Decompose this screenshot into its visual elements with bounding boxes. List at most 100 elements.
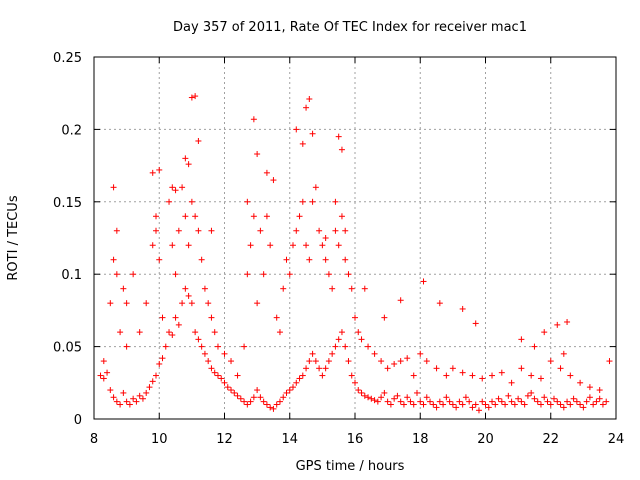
data-point xyxy=(397,398,404,405)
data-point xyxy=(322,256,329,263)
data-point xyxy=(596,395,603,402)
data-point xyxy=(143,389,150,396)
data-point xyxy=(110,256,117,263)
data-point xyxy=(564,318,571,325)
data-point xyxy=(152,213,159,220)
data-point xyxy=(159,355,166,362)
data-point xyxy=(348,372,355,379)
data-point xyxy=(603,398,610,405)
data-point xyxy=(554,321,561,328)
data-point xyxy=(195,336,202,343)
data-point xyxy=(309,350,316,357)
data-point xyxy=(146,384,153,391)
data-point xyxy=(205,300,212,307)
data-point xyxy=(192,213,199,220)
data-point xyxy=(130,271,137,278)
data-point xyxy=(182,285,189,292)
data-point xyxy=(136,329,143,336)
data-point xyxy=(250,394,257,401)
data-point xyxy=(152,227,159,234)
x-tick-label: 16 xyxy=(347,432,364,447)
data-point xyxy=(166,198,173,205)
data-point xyxy=(316,365,323,372)
data-point xyxy=(254,300,261,307)
data-point xyxy=(596,387,603,394)
y-tick-label: 0.1 xyxy=(61,268,82,283)
data-point xyxy=(113,271,120,278)
data-point xyxy=(557,401,564,408)
data-point xyxy=(221,379,228,386)
data-point xyxy=(518,336,525,343)
x-tick-label: 14 xyxy=(281,432,298,447)
data-point xyxy=(172,187,179,194)
data-point xyxy=(188,198,195,205)
data-point xyxy=(257,227,264,234)
data-point xyxy=(198,256,205,263)
data-point xyxy=(459,401,466,408)
data-point xyxy=(518,365,525,372)
data-point xyxy=(195,227,202,234)
data-point xyxy=(149,242,156,249)
data-point xyxy=(205,358,212,365)
data-point xyxy=(303,104,310,111)
data-point xyxy=(250,116,257,123)
data-point xyxy=(192,93,199,100)
data-point xyxy=(237,395,244,402)
data-point xyxy=(420,278,427,285)
data-point xyxy=(384,398,391,405)
data-point xyxy=(332,343,339,350)
data-point xyxy=(218,375,225,382)
data-point xyxy=(254,151,261,158)
data-point xyxy=(462,394,469,401)
data-point xyxy=(117,401,124,408)
data-point xyxy=(263,169,270,176)
data-point xyxy=(570,395,577,402)
data-point xyxy=(182,213,189,220)
data-point xyxy=(508,398,515,405)
data-point xyxy=(130,395,137,402)
data-point xyxy=(560,404,567,411)
data-point xyxy=(528,372,535,379)
data-point xyxy=(234,372,241,379)
data-point xyxy=(241,343,248,350)
data-point xyxy=(247,398,254,405)
data-point xyxy=(407,398,414,405)
grid-lines xyxy=(94,57,616,419)
axis-ticks: 8 10 12 14 16 18 20 22 24 0 0.05 0.1 0.15 0.2 0.25 xyxy=(53,51,624,447)
data-point xyxy=(599,401,606,408)
x-tick-label: 10 xyxy=(151,432,168,447)
data-point xyxy=(547,401,554,408)
data-point xyxy=(325,358,332,365)
data-point xyxy=(179,300,186,307)
data-point xyxy=(133,398,140,405)
data-point xyxy=(505,392,512,399)
data-point xyxy=(100,375,107,382)
data-point xyxy=(335,133,342,140)
data-point xyxy=(250,213,257,220)
data-point xyxy=(319,372,326,379)
data-point xyxy=(143,300,150,307)
y-tick-label: 0.2 xyxy=(61,123,82,138)
data-point xyxy=(518,398,525,405)
y-axis-label: ROTI / TECUs xyxy=(6,195,21,280)
data-point xyxy=(273,401,280,408)
data-point xyxy=(299,372,306,379)
data-point xyxy=(335,336,342,343)
data-point xyxy=(110,184,117,191)
data-point xyxy=(547,358,554,365)
data-point xyxy=(586,384,593,391)
data-point xyxy=(404,355,411,362)
data-point xyxy=(365,343,372,350)
data-point xyxy=(156,256,163,263)
data-point xyxy=(384,365,391,372)
data-point xyxy=(469,404,476,411)
data-point xyxy=(489,398,496,405)
data-point xyxy=(489,372,496,379)
data-point xyxy=(534,398,541,405)
y-tick-label: 0.25 xyxy=(53,51,82,66)
data-point xyxy=(100,358,107,365)
data-point xyxy=(273,314,280,321)
data-point xyxy=(244,271,251,278)
data-point xyxy=(329,285,336,292)
data-point xyxy=(290,384,297,391)
